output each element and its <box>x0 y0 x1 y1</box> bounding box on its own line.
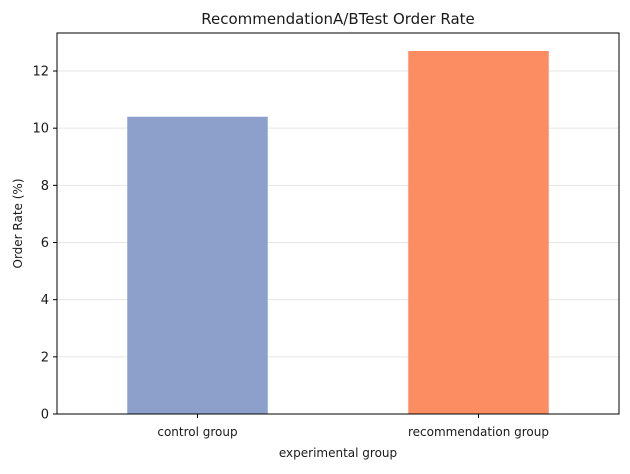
y-tick-label: 0 <box>41 408 49 423</box>
y-axis-label: Order Rate (%) <box>11 178 25 268</box>
y-tick-label: 2 <box>41 350 49 365</box>
y-tick-label: 8 <box>41 179 49 194</box>
bars <box>127 51 549 415</box>
bar-1 <box>127 116 268 414</box>
y-tick-label: 12 <box>32 65 49 80</box>
y-tick-label: 4 <box>41 293 49 308</box>
y-axis-ticks: 0 2 4 6 8 10 12 <box>32 65 57 423</box>
x-tick-label: recommendation group <box>408 425 549 439</box>
x-axis-label: experimental group <box>279 446 397 460</box>
chart-title: RecommendationA/BTest Order Rate <box>201 10 475 28</box>
x-axis-ticks: control group recommendation group <box>157 414 549 439</box>
bar-2 <box>408 51 549 415</box>
plot-frame <box>56 32 620 415</box>
y-tick-label: 6 <box>41 236 49 251</box>
x-tick-label: control group <box>157 425 237 439</box>
y-tick-label: 10 <box>32 122 49 137</box>
